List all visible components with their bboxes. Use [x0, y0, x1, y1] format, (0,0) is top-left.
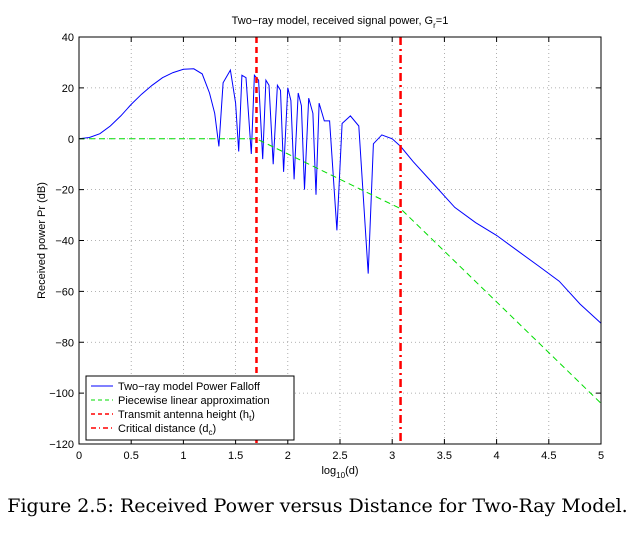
x-tick-label: 2: [285, 450, 291, 462]
x-tick-label: 3: [389, 450, 395, 462]
y-tick-label: −100: [49, 388, 74, 400]
y-tick-label: −20: [55, 185, 74, 197]
x-tick-label: 4.5: [541, 450, 556, 462]
line-series-1: [79, 138, 602, 404]
x-tick-label: 1.5: [228, 450, 243, 462]
legend-label: Transmit antenna height (ht): [118, 409, 255, 423]
x-axis-label: log10(d): [321, 465, 358, 480]
chart-title-subscript: r: [433, 21, 436, 30]
chart-title: Two−ray model, received signal power, Gr…: [232, 15, 449, 30]
x-tick-label: 0: [76, 450, 82, 462]
legend-label: Piecewise linear approximation: [118, 395, 270, 407]
y-axis-label: Received power Pr (dB): [36, 182, 48, 299]
x-tick-label: 0.5: [124, 450, 139, 462]
legend: Two−ray model Power Falloff Piecewise lin…: [85, 375, 295, 441]
legend-label: Two−ray model Power Falloff: [118, 381, 261, 393]
x-tick-label: 4: [494, 450, 500, 462]
line-series-0: [78, 68, 602, 324]
y-tick-label: −60: [55, 286, 74, 298]
y-tick-label: 40: [62, 32, 74, 44]
chart-svg: 0 0.5 1 1.5 2 2.5 3 3.5 4 4.5 5 −120 −100 −80 −60 −40 −2…: [36, 15, 604, 480]
x-tick-label: 3.5: [437, 450, 452, 462]
y-tick-label: −40: [55, 236, 74, 248]
ticks: 0 0.5 1 1.5 2 2.5 3 3.5 4 4.5 5 −120 −100 −80 −60 −40 −2…: [49, 32, 604, 462]
x-tick-label: 1: [180, 450, 186, 462]
y-tick-label: −120: [49, 439, 74, 451]
figure-caption: Figure 2.5: Received Power versus Distan…: [7, 495, 628, 517]
y-tick-label: 20: [62, 83, 74, 95]
legend-label: Critical distance (dc): [118, 423, 216, 437]
series-layer: [78, 37, 602, 444]
y-tick-label: −80: [55, 337, 74, 349]
legend-box: [85, 375, 295, 441]
grid: [79, 37, 601, 444]
x-tick-label: 5: [598, 450, 604, 462]
x-tick-label: 2.5: [332, 450, 347, 462]
y-tick-label: 0: [68, 134, 74, 146]
